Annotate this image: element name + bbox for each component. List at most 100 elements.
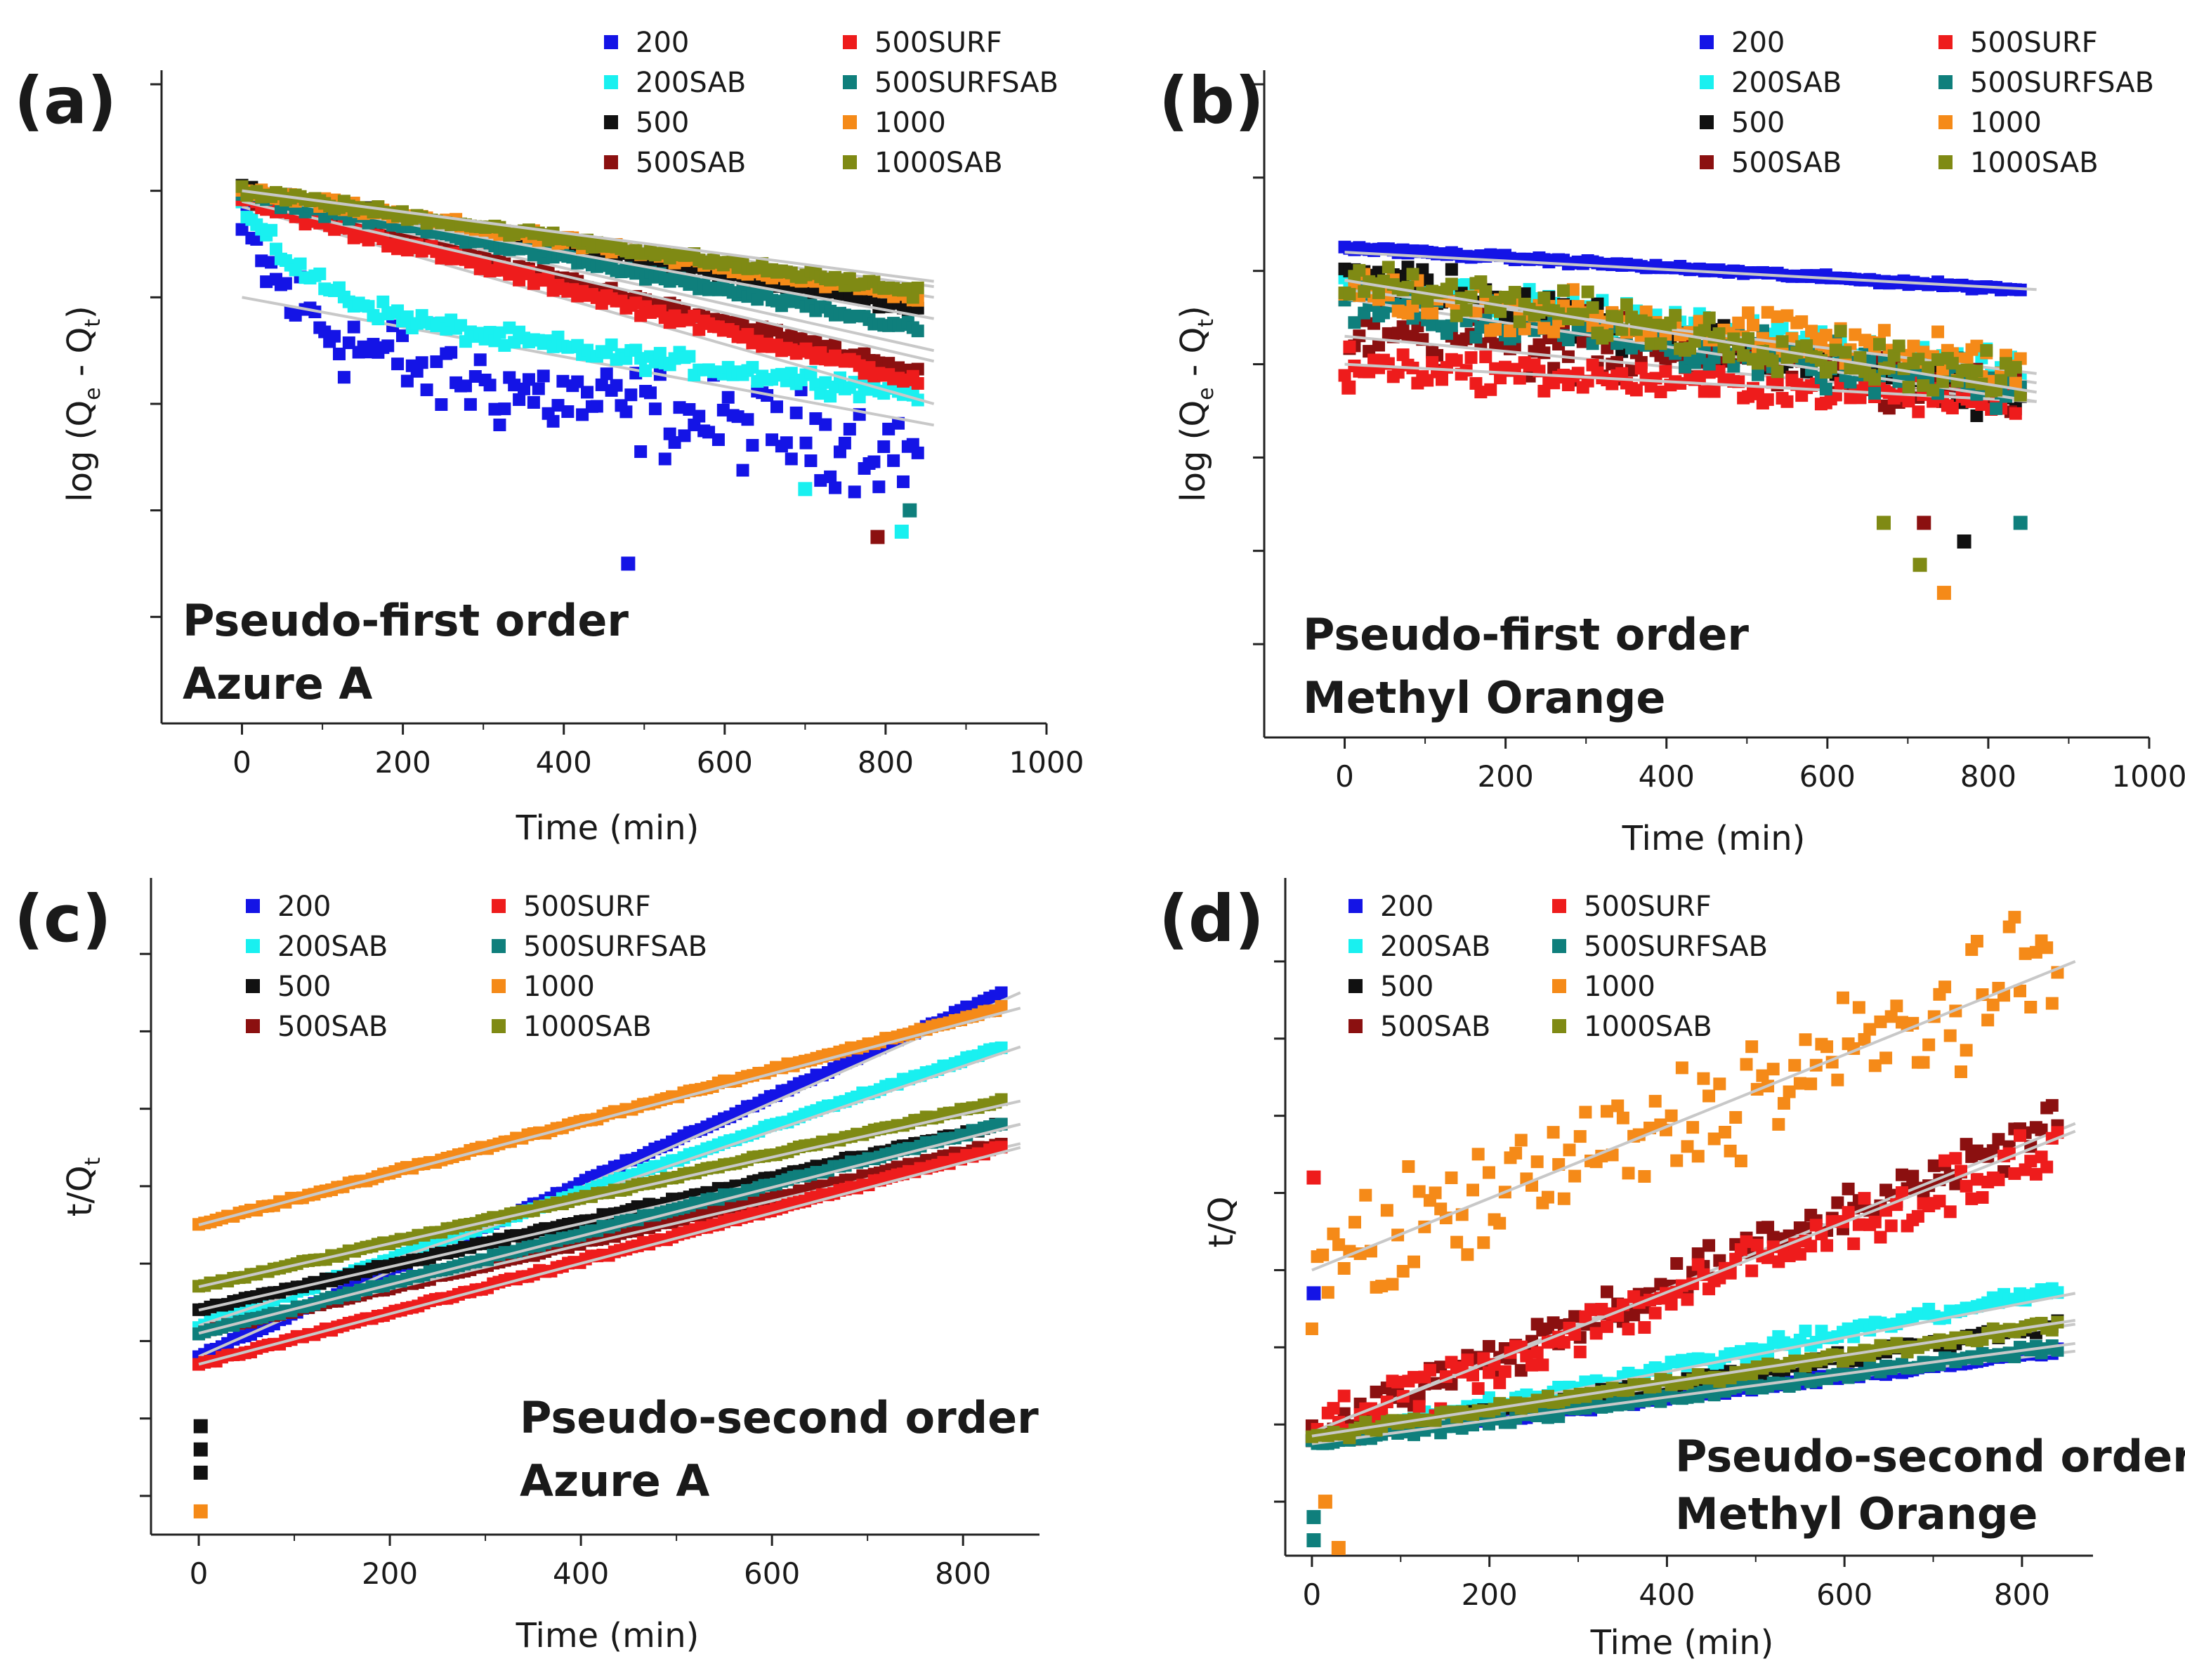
data-point — [906, 291, 919, 304]
y-axis-label-part: ) — [1174, 306, 1213, 319]
data-point — [1561, 334, 1575, 347]
outlier-point — [1318, 1495, 1332, 1509]
data-point — [1305, 1322, 1318, 1335]
x-tick-label: 600 — [697, 745, 753, 780]
data-point — [721, 391, 735, 404]
legend-swatch — [604, 35, 618, 49]
legend-swatch — [1938, 115, 1953, 129]
data-point — [653, 346, 667, 360]
data-point — [1737, 349, 1750, 362]
data-point — [551, 399, 565, 412]
data-point — [337, 371, 350, 384]
data-point — [1382, 261, 1395, 274]
data-point — [600, 367, 613, 381]
data-point — [1707, 385, 1721, 398]
data-point — [1954, 1065, 1967, 1078]
legend-swatch — [1700, 75, 1714, 89]
data-point — [1693, 351, 1706, 365]
data-point — [328, 329, 341, 343]
x-tick-label: 0 — [1303, 1577, 1322, 1612]
data-point — [1771, 365, 1784, 379]
data-point — [746, 360, 759, 374]
data-point — [1917, 379, 1930, 392]
data-point — [493, 326, 506, 339]
data-point — [1943, 1029, 1957, 1042]
data-point — [1566, 283, 1580, 296]
data-point — [853, 391, 866, 404]
data-point — [1337, 1262, 1351, 1275]
data-point — [1386, 1278, 1399, 1291]
x-tick-label: 0 — [1335, 759, 1354, 794]
data-point — [1819, 383, 1832, 396]
data-point — [1943, 1205, 1957, 1219]
data-point — [731, 410, 744, 424]
legend-label: 200SAB — [1380, 931, 1490, 963]
data-point — [867, 455, 881, 468]
legend-swatch — [246, 979, 260, 993]
data-point — [1461, 1248, 1474, 1261]
data-point — [537, 369, 550, 383]
data-point — [546, 340, 560, 353]
data-point — [1615, 367, 1629, 380]
data-point — [508, 379, 521, 392]
data-point — [1745, 1264, 1759, 1278]
legend-label: 500SAB — [277, 1011, 388, 1043]
outlier-point — [1917, 516, 1931, 530]
fit-line — [1344, 362, 2037, 403]
data-point — [2009, 360, 2022, 374]
data-point — [1629, 383, 1643, 397]
data-point — [1479, 285, 1492, 298]
data-point — [814, 474, 827, 487]
data-point — [1853, 351, 1867, 365]
data-point — [1858, 1192, 1871, 1205]
data-point — [376, 295, 390, 308]
data-point — [1788, 1058, 1802, 1072]
data-point — [716, 403, 730, 416]
data-point — [1586, 301, 1599, 314]
y-axis-label-subscript: e — [81, 387, 105, 400]
legend-swatch — [1349, 939, 1363, 953]
legend-swatch — [246, 1019, 260, 1033]
data-point — [1722, 350, 1735, 364]
legend-swatch — [604, 75, 618, 89]
outlier-point — [1306, 1170, 1321, 1185]
data-point — [415, 356, 428, 369]
outlier-point — [2013, 516, 2028, 530]
data-point — [683, 350, 696, 363]
legend-label: 1000SAB — [874, 147, 1003, 179]
data-point — [1471, 1382, 1485, 1395]
data-point — [809, 412, 822, 425]
data-point — [1820, 1040, 1834, 1054]
data-point — [1568, 1169, 1582, 1183]
y-axis-label-subscript: t — [81, 319, 105, 327]
x-tick-label: 200 — [1462, 1577, 1518, 1612]
data-point — [546, 414, 560, 428]
outlier-point — [621, 556, 636, 571]
data-point — [468, 369, 482, 383]
data-point — [1573, 1130, 1587, 1143]
data-point — [610, 379, 623, 392]
legend-label: 500 — [1380, 971, 1433, 1003]
data-point — [235, 223, 249, 236]
data-point — [1416, 263, 1429, 276]
data-point — [1945, 357, 1959, 370]
legend-label: 500SAB — [1731, 147, 1842, 179]
data-point — [789, 406, 803, 419]
data-point — [1785, 332, 1799, 345]
data-point — [381, 339, 395, 353]
data-point — [1380, 1204, 1393, 1217]
series-1000SAB — [1338, 261, 2037, 402]
data-point — [1872, 338, 1886, 351]
data-point — [1600, 1285, 1613, 1299]
data-point — [1372, 339, 1386, 352]
data-point — [556, 374, 570, 388]
data-point — [255, 254, 268, 268]
data-point — [581, 386, 594, 399]
y-axis-label-part: - Q — [1174, 327, 1213, 388]
x-tick-label: 800 — [1994, 1577, 2050, 1612]
legend-swatch — [1700, 155, 1714, 169]
data-point — [1976, 1190, 1989, 1204]
data-point — [260, 275, 273, 289]
